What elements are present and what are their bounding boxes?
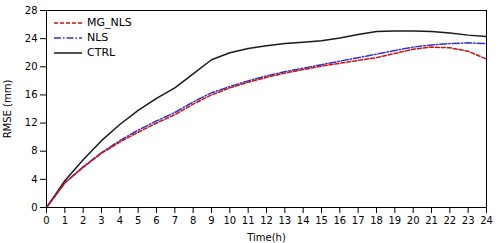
svg-text:15: 15	[315, 215, 328, 226]
svg-text:16: 16	[25, 89, 38, 100]
svg-text:17: 17	[352, 215, 365, 226]
svg-text:6: 6	[153, 215, 159, 226]
svg-text:12: 12	[25, 117, 38, 128]
svg-text:19: 19	[388, 215, 401, 226]
svg-text:1: 1	[62, 215, 68, 226]
svg-text:22: 22	[443, 215, 456, 226]
svg-text:14: 14	[297, 215, 310, 226]
svg-text:24: 24	[480, 215, 493, 226]
html-text:CTRL: CTRL	[87, 46, 116, 59]
svg-text:21: 21	[425, 215, 438, 226]
svg-text:4: 4	[117, 215, 123, 226]
svg-text:5: 5	[135, 215, 141, 226]
svg-text:10: 10	[223, 215, 236, 226]
svg-text:20: 20	[25, 61, 38, 72]
svg-text:8: 8	[190, 215, 196, 226]
html-text:NLS: NLS	[87, 31, 109, 44]
svg-text:Time(h): Time(h)	[246, 232, 286, 243]
svg-text:28: 28	[25, 5, 38, 16]
svg-text:0: 0	[43, 215, 49, 226]
svg-text:23: 23	[462, 215, 475, 226]
svg-text:16: 16	[333, 215, 346, 226]
svg-text:24: 24	[25, 33, 38, 44]
html-text:MG_NLS: MG_NLS	[87, 16, 132, 29]
svg-text:7: 7	[172, 215, 178, 226]
svg-text:9: 9	[208, 215, 214, 226]
svg-text:RMSE (mm): RMSE (mm)	[2, 80, 13, 139]
svg-text:12: 12	[260, 215, 273, 226]
svg-text:0: 0	[31, 202, 37, 213]
svg-text:2: 2	[80, 215, 86, 226]
svg-text:4: 4	[31, 174, 37, 185]
svg-text:8: 8	[31, 145, 37, 156]
svg-text:13: 13	[278, 215, 291, 226]
svg-text:18: 18	[370, 215, 383, 226]
svg-text:20: 20	[407, 215, 420, 226]
svg-text:11: 11	[242, 215, 255, 226]
svg-text:3: 3	[98, 215, 104, 226]
